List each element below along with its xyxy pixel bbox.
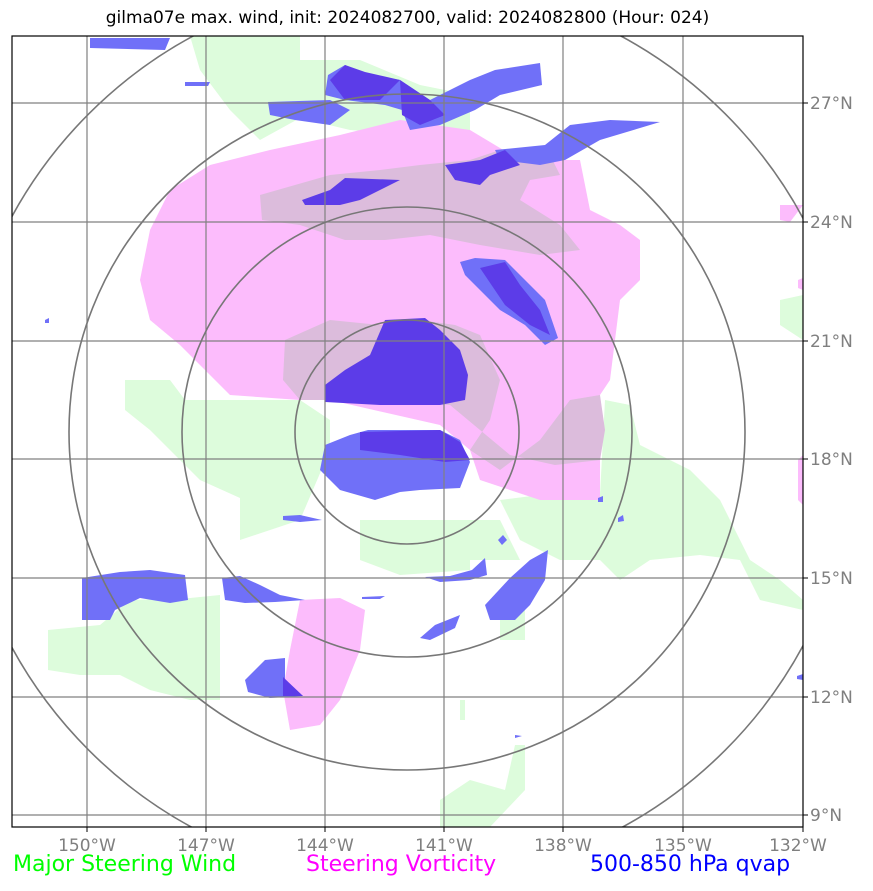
range-ring-2: [181, 206, 633, 658]
map-title: gilma07e max. wind, init: 2024082700, va…: [105, 8, 710, 28]
legend-steering-vorticity: Steering Vorticity: [306, 852, 497, 877]
lat-label-21n: 21°N: [810, 332, 853, 352]
lat-label-27n: 27°N: [810, 94, 853, 114]
lon-label-132w: 132°W: [769, 836, 827, 856]
lat-label-24n: 24°N: [810, 213, 853, 233]
lon-label-138w: 138°W: [534, 836, 592, 856]
plot-frame: [11, 35, 804, 828]
lat-label-9n: 9°N: [810, 806, 842, 826]
legend-steering-wind: Major Steering Wind: [13, 852, 237, 877]
lon-label-141w: 141°W: [415, 836, 473, 856]
lon-label-147w: 147°W: [177, 836, 235, 856]
lon-label-144w: 144°W: [296, 836, 354, 856]
qvap-layer: [45, 38, 803, 738]
longitude-labels: 150°W 147°W 144°W 141°W 138°W 135°W 132°…: [58, 836, 827, 856]
lat-label-15n: 15°N: [810, 569, 853, 589]
lon-label-135w: 135°W: [654, 836, 712, 856]
latitude-labels: 27°N 24°N 21°N 18°N 15°N 12°N 9°N: [810, 94, 853, 826]
tick-marks: [86, 102, 808, 832]
lon-label-150w: 150°W: [58, 836, 116, 856]
lat-label-18n: 18°N: [810, 450, 853, 470]
legend-qvap: 500-850 hPa qvap: [590, 852, 791, 877]
range-ring-1: [294, 319, 520, 545]
graticule: [12, 36, 803, 827]
steering-wind-layer: [48, 36, 803, 827]
range-rings: [12, 36, 803, 827]
map-plot-area: [12, 36, 803, 827]
lat-label-12n: 12°N: [810, 688, 853, 708]
range-ring-3: [68, 93, 746, 771]
